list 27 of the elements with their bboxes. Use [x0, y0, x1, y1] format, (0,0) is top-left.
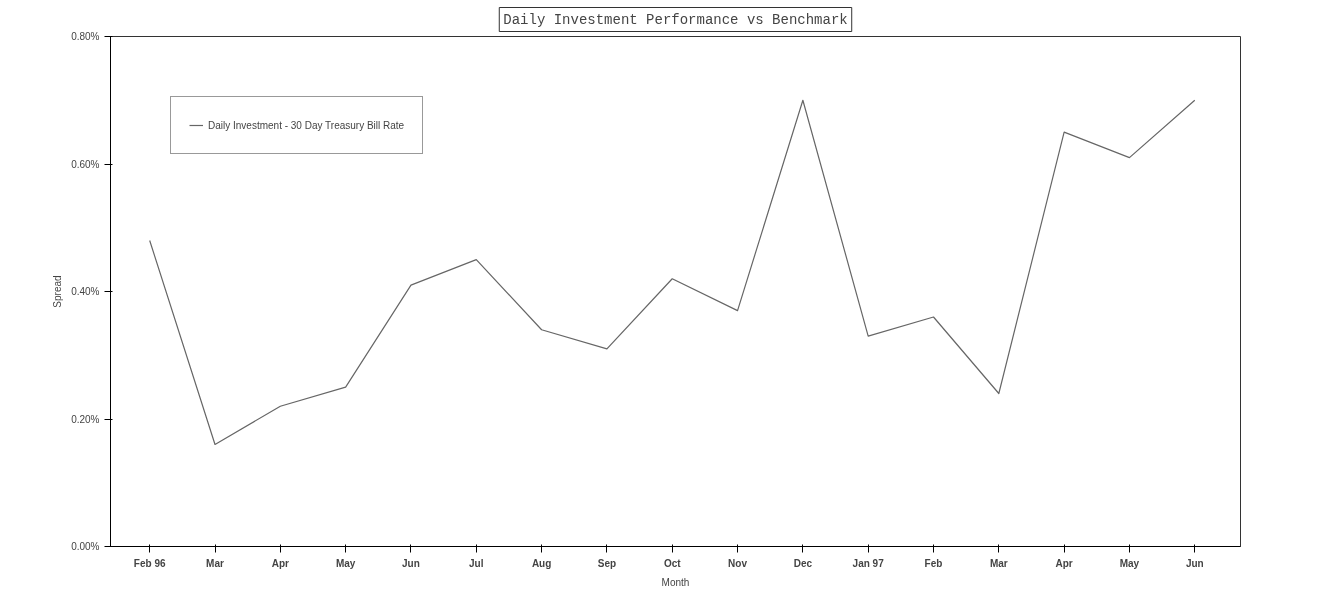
legend-label: Daily Investment - 30 Day Treasury Bill Rate	[208, 119, 405, 131]
x-tick-label: Oct	[663, 557, 682, 569]
x-tick-label: Jul	[469, 557, 484, 569]
chart-title: Daily Investment Performance vs Benchmark	[503, 11, 848, 28]
x-tick-label: May	[1119, 557, 1140, 569]
y-tick-label: 0.60%	[71, 158, 100, 170]
y-tick-label: 0.20%	[71, 413, 100, 425]
x-tick-label: Jun	[402, 557, 420, 569]
y-axis-title: Spread	[52, 275, 64, 308]
x-tick-label: Mar	[989, 557, 1008, 569]
x-tick-label: Jun	[1185, 557, 1204, 569]
x-axis-title: Month	[661, 576, 690, 588]
y-tick-label: 0.00%	[71, 541, 100, 552]
x-tick-label: Sep	[597, 557, 617, 569]
x-tick-label: Mar	[206, 557, 225, 569]
line-series	[149, 99, 1196, 446]
y-tick-label: 0.80%	[71, 31, 100, 42]
x-tick-label: Aug	[531, 557, 552, 569]
x-tick-label: Apr	[271, 557, 290, 569]
x-tick-label: Dec	[793, 557, 813, 569]
x-tick-label: Feb 96	[133, 557, 166, 569]
x-tick-label: Jan 97	[852, 557, 885, 569]
y-tick-label: 0.40%	[71, 286, 100, 297]
x-tick-label: May	[335, 557, 356, 569]
x-tick-label: Nov	[728, 557, 748, 569]
x-tick-label: Feb	[924, 557, 943, 569]
x-tick-label: Apr	[1055, 557, 1073, 569]
